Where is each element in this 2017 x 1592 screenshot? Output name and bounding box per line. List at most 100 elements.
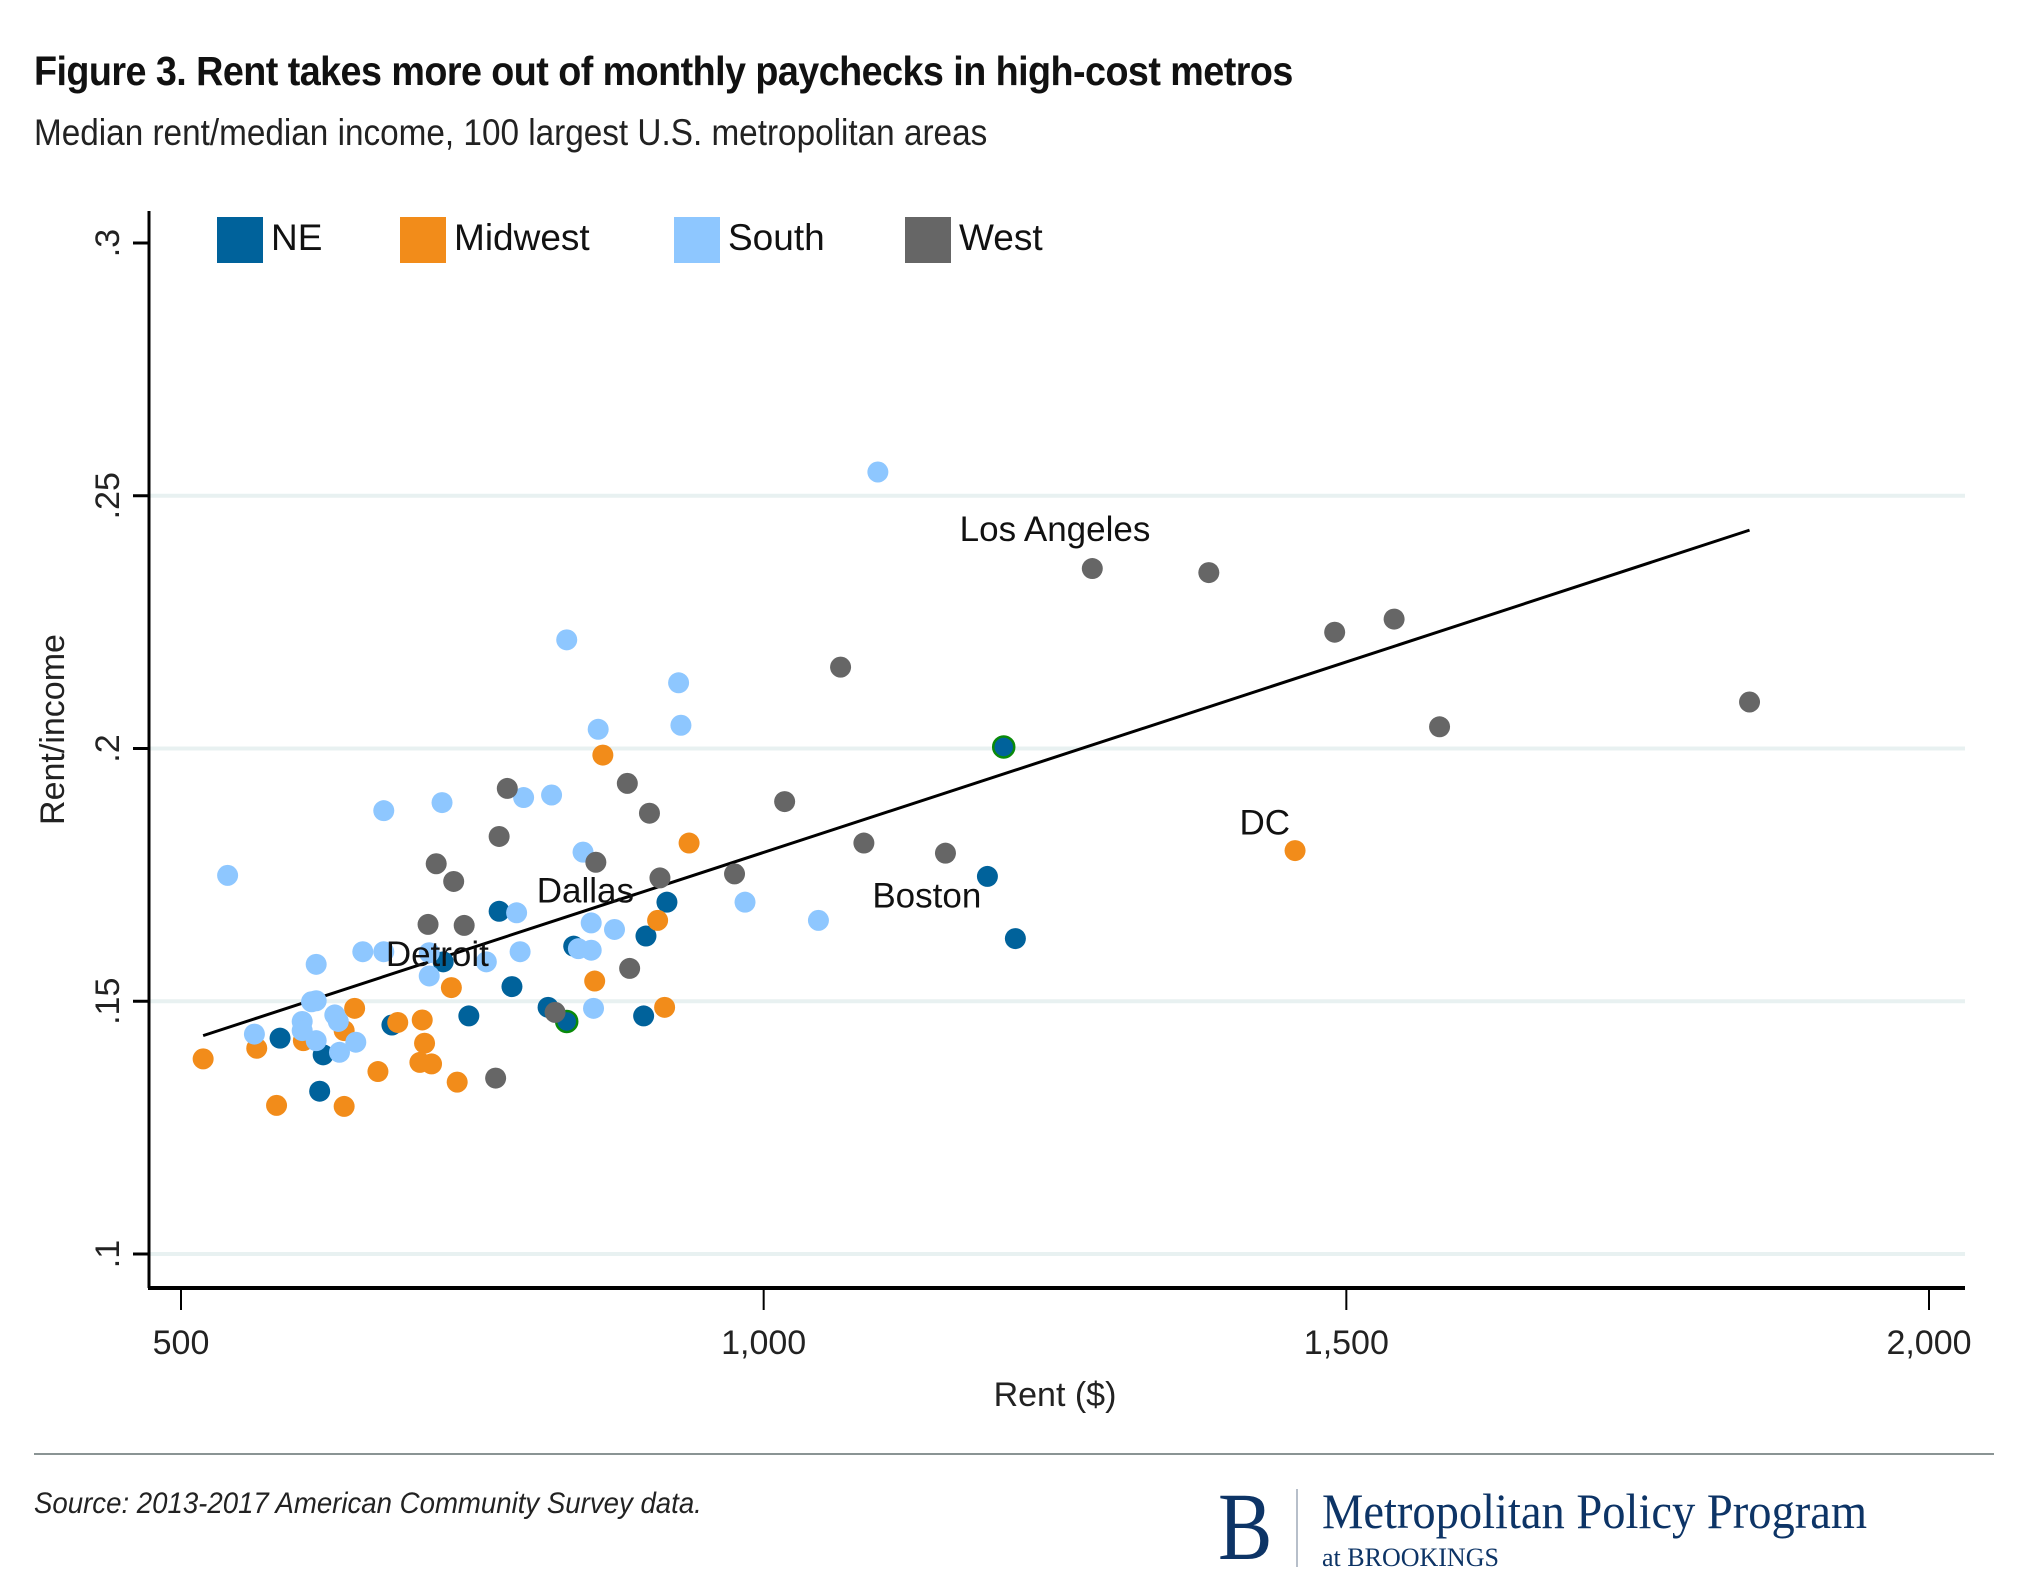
- data-point-midwest: [1284, 840, 1306, 862]
- data-point-ne: [488, 900, 510, 922]
- brookings-logo: B Metropolitan Policy Program at BROOKIN…: [1218, 1473, 1908, 1580]
- data-point-ne: [309, 1080, 331, 1102]
- chart-subtitle: Median rent/median income, 100 largest U…: [34, 112, 988, 153]
- logo-sub-text: at BROOKINGS: [1322, 1543, 1499, 1572]
- data-point-south: [373, 800, 395, 822]
- data-point-midwest: [192, 1048, 214, 1070]
- legend-item-ne: NE: [217, 217, 322, 263]
- x-tick-label: 500: [153, 1324, 210, 1362]
- x-tick-label: 2,000: [1886, 1324, 1971, 1362]
- y-tick-label: .3: [89, 229, 127, 257]
- data-point-south: [580, 912, 602, 934]
- footer-divider: [34, 1453, 1994, 1455]
- y-tick-label: .2: [89, 734, 127, 762]
- annotation-label: Dallas: [537, 872, 634, 911]
- data-point-west: [1324, 621, 1346, 643]
- logo-letter: B: [1218, 1473, 1273, 1580]
- data-point-south: [541, 784, 563, 806]
- data-point-west: [934, 842, 956, 864]
- data-point-south: [431, 792, 453, 814]
- data-point-south: [475, 951, 497, 973]
- data-point-south: [418, 942, 440, 964]
- data-point-south: [301, 991, 323, 1013]
- data-point-west: [485, 1067, 507, 1089]
- data-point-midwest: [592, 744, 614, 766]
- fit-line-group: [202, 528, 1751, 1038]
- data-point-ne: [458, 1005, 480, 1027]
- data-point-west: [1383, 608, 1405, 630]
- data-point-midwest: [584, 970, 606, 992]
- legend-label: NE: [271, 217, 322, 258]
- data-point-midwest: [647, 909, 669, 931]
- data-point-west: [1081, 558, 1103, 580]
- data-point-west: [417, 913, 439, 935]
- series-south: [217, 461, 889, 1063]
- data-point-ne: [1004, 928, 1026, 950]
- data-point-south: [580, 939, 602, 961]
- data-point-west: [830, 656, 852, 678]
- data-points: [192, 461, 1761, 1117]
- data-point-west: [1429, 716, 1451, 738]
- y-tick-label: .15: [89, 978, 127, 1025]
- legend-item-midwest: Midwest: [400, 217, 590, 263]
- data-point-west: [649, 867, 671, 889]
- legend-swatch: [905, 217, 951, 263]
- data-point-midwest: [654, 996, 676, 1018]
- data-point-south: [807, 909, 829, 931]
- data-point-south: [418, 965, 440, 987]
- data-point-south: [587, 718, 609, 740]
- data-point-ne: [269, 1027, 291, 1049]
- fit-line: [202, 528, 1751, 1038]
- data-point-west: [616, 772, 638, 794]
- data-point-west: [619, 957, 641, 979]
- data-point-west: [1739, 691, 1761, 713]
- data-point-midwest: [344, 997, 366, 1019]
- data-point-west: [443, 870, 465, 892]
- data-point-south: [243, 1023, 265, 1045]
- data-point-west: [774, 791, 796, 813]
- data-point-south: [327, 1010, 349, 1032]
- chart-title: Figure 3. Rent takes more out of monthly…: [34, 48, 1293, 94]
- data-point-south: [305, 953, 327, 975]
- data-point-south: [506, 902, 528, 924]
- data-point-south: [345, 1031, 367, 1053]
- legend-label: West: [959, 217, 1043, 258]
- annotation-label: DC: [1239, 803, 1290, 842]
- annotation-label: Boston: [872, 877, 981, 916]
- axes: .1 .15 .2 .25 .3 500 1,000 1,500 2,000 Rent ($) Re…: [34, 211, 1972, 1414]
- data-point-west: [544, 1001, 566, 1023]
- series-midwest: [192, 744, 1306, 1117]
- data-point-midwest: [387, 1011, 409, 1033]
- data-point-midwest: [678, 832, 700, 854]
- data-point-south: [556, 629, 578, 651]
- data-point-ne: [656, 891, 678, 913]
- data-point-midwest: [333, 1095, 355, 1117]
- data-point-south: [670, 714, 692, 736]
- annotations: Los Angeles Dallas Detroit Boston DC: [386, 510, 1290, 974]
- data-point-west: [488, 825, 510, 847]
- scatter-chart: Los Angeles Dallas Detroit Boston DC .1 .15 .2…: [34, 211, 1972, 1414]
- data-point-midwest: [440, 977, 462, 999]
- data-point-midwest: [421, 1053, 443, 1075]
- data-point-west: [496, 777, 518, 799]
- data-point-west: [585, 851, 607, 873]
- data-point-south: [352, 941, 374, 963]
- source-note: Source: 2013-2017 American Community Sur…: [34, 1487, 702, 1520]
- data-point-south: [867, 461, 889, 483]
- y-tick-label: .1: [89, 1240, 127, 1268]
- annotation-label: Los Angeles: [960, 510, 1151, 549]
- data-point-ne: [501, 976, 523, 998]
- legend-item-west: West: [905, 217, 1043, 263]
- legend-label: Midwest: [454, 217, 590, 258]
- data-point-south: [734, 891, 756, 913]
- data-point-west: [638, 802, 660, 824]
- data-point-south: [217, 864, 239, 886]
- data-point-midwest: [411, 1009, 433, 1031]
- data-point-west: [853, 832, 875, 854]
- legend-label: South: [728, 217, 825, 258]
- logo-separator: [1296, 1489, 1298, 1567]
- data-point-midwest: [414, 1032, 436, 1054]
- x-tick-label: 1,000: [721, 1324, 806, 1362]
- data-point-west: [425, 853, 447, 875]
- data-point-ne: [976, 865, 998, 887]
